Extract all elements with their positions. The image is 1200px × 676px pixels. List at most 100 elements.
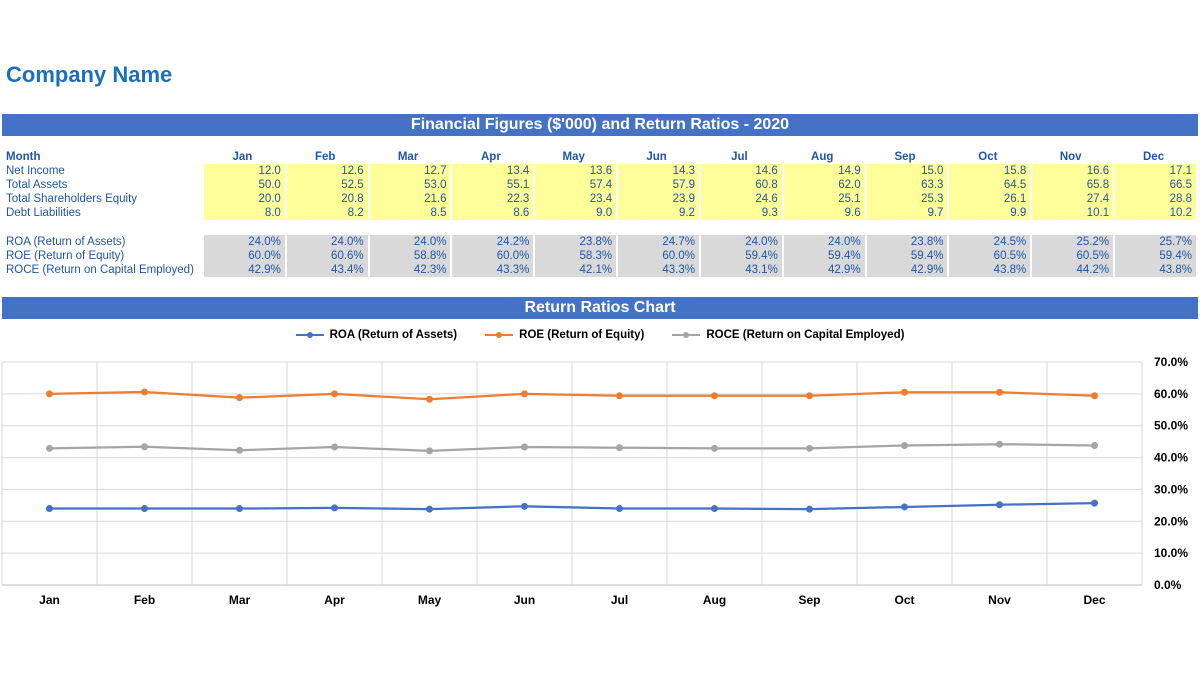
data-point: [46, 390, 53, 398]
ratio-cell: 23.8%: [535, 235, 617, 249]
data-point: [616, 505, 623, 513]
ratio-cell: 42.9%: [783, 263, 865, 277]
month-header-cell: Jun: [646, 151, 667, 163]
value-cell: 27.4: [1032, 192, 1114, 206]
data-point: [1091, 392, 1098, 400]
value-cell: 14.9: [783, 164, 865, 178]
data-point: [711, 392, 718, 400]
month-header-cell: Oct: [978, 151, 998, 163]
legend-label: ROCE (Return on Capital Employed): [706, 329, 905, 341]
ratio-cell: 43.4%: [286, 263, 368, 277]
return-ratios-chart: 0.0% 10.0% 20.0% 30.0% 40.0% 50.0% 60.0% 70.0% J…: [1, 355, 1188, 607]
ratio-cell: 59.4%: [1115, 249, 1196, 263]
ratio-cell: 25.2%: [1032, 235, 1114, 249]
ratio-row: ROA (Return of Assets) 24.0% 24.0% 24.0% 24.…: [4, 235, 1196, 249]
row-label: Debt Liabilities: [6, 207, 81, 219]
ratio-cell: 24.0%: [783, 235, 865, 249]
value-cell: 20.8: [286, 192, 368, 206]
ratio-cell: 58.3%: [535, 249, 617, 263]
ratio-cell: 24.0%: [204, 235, 285, 249]
data-point: [806, 444, 813, 452]
chart-title-banner: Return Ratios Chart: [2, 297, 1198, 319]
data-point: [901, 503, 908, 511]
ratio-cell: 24.7%: [618, 235, 699, 249]
value-cell: 8.6: [452, 206, 534, 220]
ratio-cell: 24.2%: [452, 235, 534, 249]
legend-label: ROA (Return of Assets): [329, 329, 458, 341]
ratio-cell: 60.0%: [452, 249, 534, 263]
ratio-cell: 60.5%: [949, 249, 1031, 263]
value-cell: 9.2: [618, 206, 699, 220]
legend-item: ROE (Return of Equity): [485, 329, 644, 341]
series-line: [49, 502, 1095, 511]
x-tick-label: May: [418, 593, 442, 607]
row-label: Net Income: [6, 165, 65, 177]
y-tick-label: 20.0%: [1154, 514, 1188, 528]
ratio-cell: 60.6%: [286, 249, 368, 263]
data-point: [46, 505, 53, 513]
ratio-row: ROCE (Return on Capital Employed) 42.9% 43…: [4, 263, 1196, 277]
value-cell: 9.9: [949, 206, 1031, 220]
data-point: [1091, 441, 1098, 449]
data-point: [616, 444, 623, 452]
value-cell: 53.0: [369, 178, 451, 192]
value-cell: 16.6: [1032, 164, 1114, 178]
legend-marker: [485, 331, 514, 338]
month-header-cell: Sep: [894, 151, 916, 163]
x-tick-label: Dec: [1083, 593, 1105, 607]
data-point: [426, 395, 433, 403]
month-header-cell: Feb: [315, 151, 336, 163]
ratio-cell: 59.4%: [700, 249, 782, 263]
ratio-cell: 24.0%: [369, 235, 451, 249]
ratio-cell: 42.9%: [866, 263, 948, 277]
data-point: [521, 443, 528, 451]
x-tick-label: Sep: [798, 593, 820, 607]
value-cell: 25.3: [866, 192, 948, 206]
value-cell: 21.6: [369, 192, 451, 206]
month-header-cell: Jan: [232, 151, 253, 163]
value-cell: 57.9: [618, 178, 699, 192]
data-point: [331, 390, 338, 398]
data-point: [996, 388, 1003, 396]
financial-row: Debt Liabilities 8.0 8.2 8.5 8.6 9.0 9.2 9.3 9.6…: [4, 206, 1196, 220]
y-tick-label: 60.0%: [1154, 387, 1188, 401]
value-cell: 60.8: [700, 178, 782, 192]
ratio-cell: 59.4%: [783, 249, 865, 263]
value-cell: 10.2: [1115, 206, 1196, 220]
data-point: [901, 388, 908, 396]
value-cell: 13.4: [452, 164, 534, 178]
x-tick-label: Jan: [39, 593, 60, 607]
value-cell: 12.7: [369, 164, 451, 178]
month-header-cell: Nov: [1059, 151, 1082, 163]
ratio-cell: 42.1%: [535, 263, 617, 277]
x-tick-label: Apr: [324, 593, 345, 607]
ratio-cell: 60.0%: [204, 249, 285, 263]
value-cell: 57.4: [535, 178, 617, 192]
data-point: [996, 440, 1003, 448]
ratio-cell: 24.0%: [700, 235, 782, 249]
row-label: Total Shareholders Equity: [6, 193, 138, 205]
data-point: [996, 501, 1003, 509]
value-cell: 26.1: [949, 192, 1031, 206]
ratio-cell: 24.5%: [949, 235, 1031, 249]
value-cell: 23.9: [618, 192, 699, 206]
data-point: [1091, 499, 1098, 507]
row-label: ROCE (Return on Capital Employed): [6, 264, 194, 276]
ratio-cell: 44.2%: [1032, 263, 1114, 277]
x-tick-label: Aug: [703, 593, 726, 607]
data-point: [711, 505, 718, 513]
month-header-cell: Dec: [1143, 151, 1165, 163]
data-point: [521, 390, 528, 398]
legend-item: ROA (Return of Assets): [295, 329, 458, 341]
data-point: [521, 502, 528, 510]
month-header-row: Month Jan Feb Mar Apr May Jun Jul Aug Sep Oct Nov De…: [4, 150, 1196, 164]
value-cell: 15.8: [949, 164, 1031, 178]
data-point: [236, 394, 243, 402]
ratio-cell: 43.1%: [700, 263, 782, 277]
value-cell: 9.0: [535, 206, 617, 220]
value-cell: 66.5: [1115, 178, 1196, 192]
data-point: [806, 392, 813, 400]
ratio-cell: 43.8%: [949, 263, 1031, 277]
ratio-cell: 23.8%: [866, 235, 948, 249]
ratio-cell: 25.7%: [1115, 235, 1196, 249]
